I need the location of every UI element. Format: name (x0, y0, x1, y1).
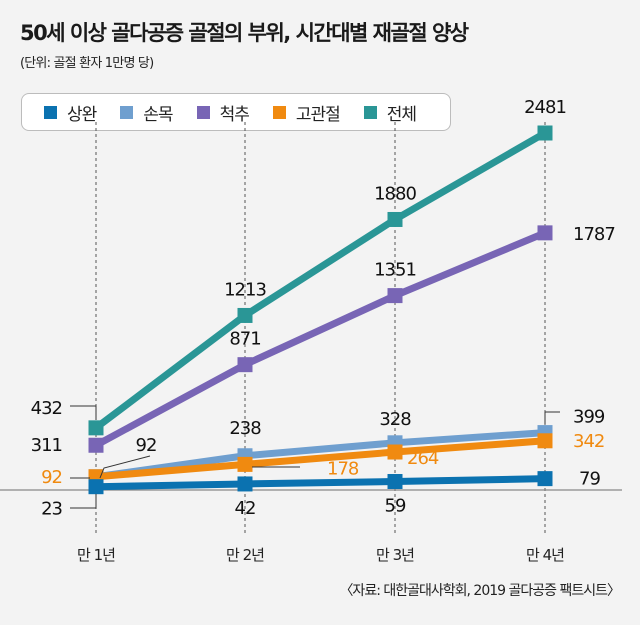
data-marker (88, 437, 104, 453)
data-marker (237, 456, 253, 472)
legend-label: 상완 (67, 104, 97, 125)
legend-item-hip: 고관절 (272, 100, 341, 125)
data-label: 1351 (374, 260, 416, 281)
legend-item-total: 전체 (363, 100, 417, 125)
data-label: 92 (136, 435, 157, 456)
data-label: 871 (229, 329, 260, 350)
leader-line (70, 405, 97, 420)
data-marker (387, 211, 403, 227)
legend-item-upper-arm: 상완 (44, 100, 97, 125)
x-tick-label: 만 2년 (226, 546, 264, 564)
data-label: 79 (579, 469, 600, 490)
data-label: 1213 (224, 279, 266, 300)
data-marker (88, 479, 104, 495)
leader-line (544, 411, 560, 424)
data-label: 264 (407, 448, 439, 469)
legend-swatch-total (363, 105, 377, 119)
data-label: 1880 (374, 183, 416, 204)
leader-line (99, 455, 151, 479)
legend: 상완 손목 척추 고관절 전체 (21, 93, 451, 131)
legend-swatch-wrist (120, 105, 134, 119)
legend-swatch-spine (196, 105, 210, 119)
data-marker (237, 476, 253, 492)
legend-swatch-hip (272, 105, 286, 119)
series-line-2 (94, 229, 547, 449)
data-label: 1787 (573, 224, 615, 245)
data-label: 92 (41, 467, 62, 488)
data-marker (237, 307, 253, 323)
legend-swatch-upper-arm (44, 105, 57, 119)
data-marker (537, 225, 553, 241)
x-tick-label: 만 4년 (526, 546, 564, 564)
series-line-3 (95, 437, 546, 481)
data-label: 399 (573, 407, 605, 428)
leader-line (70, 494, 97, 509)
data-marker (387, 474, 403, 490)
data-marker (88, 420, 104, 436)
data-marker (537, 125, 553, 141)
data-label: 178 (327, 458, 359, 479)
data-label: 23 (41, 499, 62, 520)
source-note: 〈자료: 대한골대사학회, 2019 골다공증 팩트시트〉 (339, 583, 621, 599)
legend-label: 전체 (386, 104, 417, 125)
x-tick-label: 만 1년 (77, 546, 115, 564)
legend-label: 고관절 (295, 104, 341, 125)
legend-item-spine: 척추 (196, 100, 250, 125)
data-label: 238 (229, 418, 261, 439)
series-line-1 (95, 429, 546, 481)
data-marker (537, 471, 553, 487)
series-line-0 (95, 475, 546, 491)
data-label: 311 (31, 435, 62, 456)
legend-item-wrist: 손목 (120, 100, 174, 125)
chart-title: 50세 이상 골다공증 골절의 부위, 시간대별 재골절 양상 (20, 21, 469, 45)
data-label: 432 (31, 398, 62, 419)
x-tick-label: 만 3년 (376, 546, 414, 564)
chart-subtitle: (단위: 골절 환자 1만명 당) (20, 56, 154, 71)
data-label: 2481 (524, 97, 566, 118)
data-label: 42 (235, 498, 256, 519)
legend-label: 손목 (143, 104, 173, 125)
data-marker (387, 288, 403, 304)
data-label: 328 (379, 409, 411, 430)
data-label: 342 (573, 431, 604, 452)
data-marker (537, 433, 553, 449)
series-line-4 (93, 129, 547, 431)
legend-label: 척추 (219, 104, 250, 125)
data-marker (237, 357, 253, 373)
data-label: 59 (385, 496, 406, 517)
data-marker (387, 444, 403, 460)
